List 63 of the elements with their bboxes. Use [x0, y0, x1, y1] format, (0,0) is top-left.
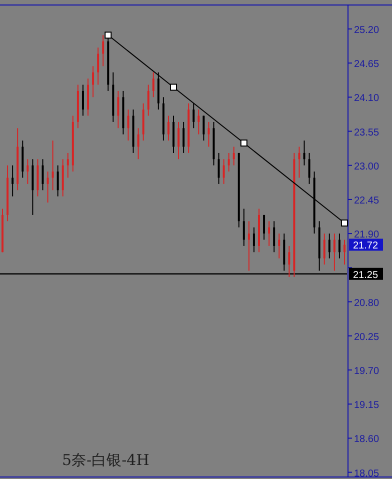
y-tick-label: 20.25: [354, 332, 380, 343]
y-tick-label: 20.80: [354, 298, 380, 309]
candlestick: [308, 152, 310, 184]
candlestick: [167, 115, 170, 142]
point: [170, 84, 177, 91]
candlestick: [323, 233, 326, 266]
candlestick: [12, 164, 14, 197]
y-tick-label: 24.65: [354, 59, 380, 70]
candlestick: [82, 84, 84, 116]
candlestick: [66, 152, 69, 178]
point: [240, 140, 248, 147]
candlestick: [248, 220, 250, 272]
candlestick: [137, 128, 140, 160]
point: [340, 220, 348, 227]
candlestick: [56, 164, 59, 197]
candlestick: [152, 72, 154, 98]
candlestick: [288, 245, 290, 278]
candlestick: [117, 90, 120, 129]
candlestick: [268, 220, 270, 246]
candlestick: [338, 233, 340, 259]
candlestick: [42, 158, 44, 191]
candlestick: [182, 121, 185, 154]
candlestick: [218, 152, 220, 184]
y-tick-label: 23.55: [354, 127, 380, 138]
candlestick: [273, 220, 276, 253]
y-tick-label: 18.60: [354, 434, 380, 446]
y-tick-label: 22.45: [354, 195, 380, 206]
candlestick: [178, 121, 180, 160]
candlestick: [208, 121, 210, 148]
ref-line-label: 21.25: [353, 270, 378, 281]
candlestick: [147, 84, 150, 116]
candlestick: [328, 233, 330, 259]
candlestick: [52, 140, 54, 191]
candlestick: [242, 208, 245, 246]
y-tick-label: 23.00: [354, 161, 380, 172]
text: 5奈-白银-4H: [62, 451, 150, 469]
candlestick: [252, 226, 255, 253]
candlestick: [92, 66, 94, 98]
candlestick: [97, 47, 100, 86]
candlestick: [263, 214, 266, 240]
point: [104, 32, 112, 39]
candlestick: [202, 115, 205, 142]
candlestick: [127, 109, 130, 142]
y-tick-label: 19.15: [354, 400, 380, 412]
candlestick: [298, 146, 300, 178]
y-tick-label: 19.70: [354, 366, 380, 377]
y-tick-label: 18.05: [354, 468, 380, 479]
y-tick-label: 21.90: [354, 230, 380, 241]
y-tick-label: 25.20: [354, 24, 380, 36]
candlestick: [303, 140, 306, 166]
candlestick: [278, 233, 280, 259]
candlestick: [192, 102, 195, 129]
candlestick: [26, 158, 29, 184]
candlestick: [333, 233, 336, 272]
candlestick: [198, 109, 200, 135]
y-tick-label: 24.10: [354, 93, 380, 104]
candlestick: [343, 239, 346, 266]
candlestick: [222, 158, 225, 184]
candlestick: [232, 146, 235, 166]
candlestick: [228, 152, 230, 172]
annotation: 21.72: [353, 240, 378, 252]
candlestick: [46, 171, 49, 204]
candlestick: [102, 34, 104, 67]
